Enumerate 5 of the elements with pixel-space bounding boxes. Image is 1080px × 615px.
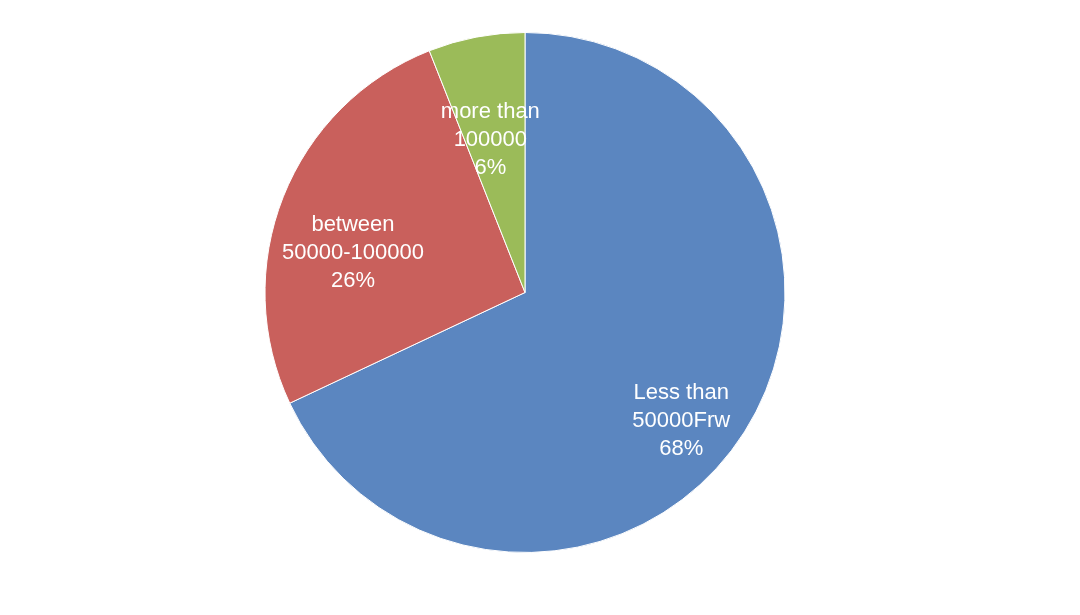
data-label: 68%	[659, 434, 704, 460]
data-label: 6%	[474, 153, 507, 179]
slice-label: between 50000-100000	[282, 211, 424, 265]
slice-label: Less than 50000Frw	[632, 378, 731, 432]
data-label: 26%	[330, 267, 376, 293]
